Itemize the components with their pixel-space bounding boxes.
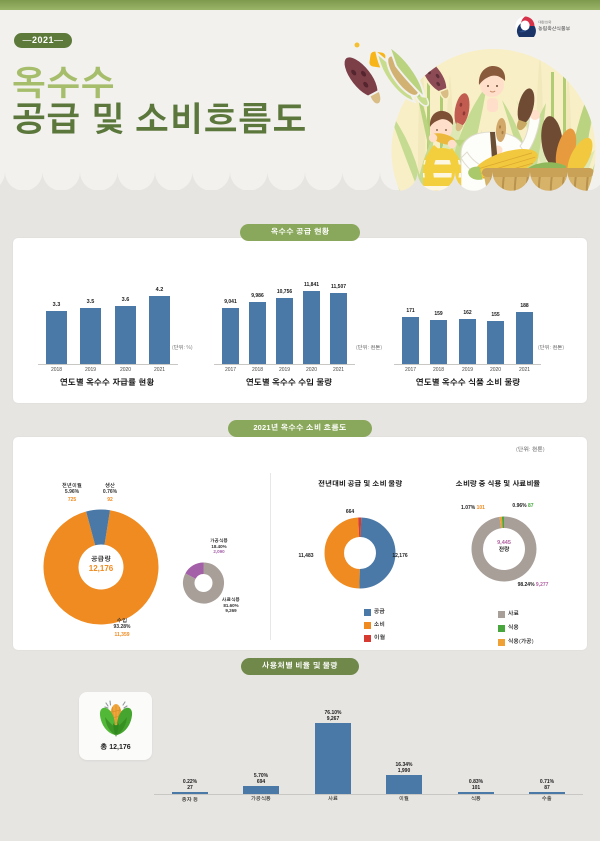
svg-text:대한민국: 대한민국 [538, 20, 552, 25]
svg-text:농림축산식품부: 농림축산식품부 [538, 25, 570, 31]
